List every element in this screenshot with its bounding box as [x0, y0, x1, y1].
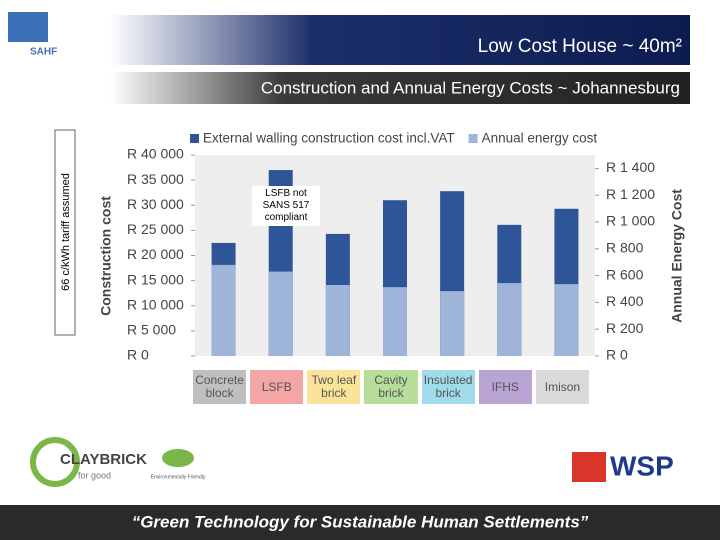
header-bar	[110, 15, 690, 65]
bar	[554, 284, 579, 356]
wsp-text: WSP	[610, 450, 674, 481]
y-tick-label: R 10 000	[127, 296, 184, 312]
claybrick-icon	[30, 437, 80, 487]
y2-tick-label: R 1 400	[606, 159, 655, 175]
legend-swatch	[190, 134, 199, 143]
legend-label: External walling construction cost incl.…	[203, 131, 455, 146]
category-label: IFHS	[478, 370, 532, 404]
footer-bar	[0, 505, 720, 540]
category-label: Insulated brick	[421, 370, 475, 404]
claybrick-tag: for good	[78, 470, 111, 480]
y-tick-label: R 0	[127, 347, 149, 363]
y2-tick-label: R 200	[606, 320, 644, 336]
eco-icon	[162, 449, 194, 467]
y-axis-label: Construction cost	[98, 196, 114, 316]
y-tick-label: R 15 000	[127, 271, 184, 287]
y-tick-label: R 30 000	[127, 196, 184, 212]
y2-tick-label: R 400	[606, 293, 644, 309]
subtitle: Construction and Annual Energy Costs ~ J…	[261, 78, 680, 97]
y2-tick-label: R 1 000	[606, 213, 655, 229]
bar	[211, 264, 236, 356]
category-label: LSFB	[250, 370, 304, 404]
eco-text: Environmentally Friendly	[151, 474, 206, 480]
legend-swatch	[468, 134, 478, 143]
side-note: 66 c/kWh tariff assumed	[60, 173, 72, 291]
y-tick-label: R 20 000	[127, 246, 184, 262]
bar	[325, 284, 350, 356]
y-tick-label: R 35 000	[127, 171, 184, 187]
y2-tick-label: R 0	[606, 347, 628, 363]
title: Low Cost House ~ 40m²	[478, 36, 682, 57]
category-label: Imison	[535, 370, 589, 404]
bar	[497, 283, 522, 356]
bar	[383, 287, 407, 356]
category-label: Concrete block	[193, 370, 247, 404]
subtitle-bar	[110, 72, 690, 104]
claybrick-text: CLAYBRICK	[60, 451, 147, 468]
category-label: Cavity brick	[364, 370, 418, 404]
y2-tick-label: R 600	[606, 266, 644, 282]
y-tick-label: R 40 000	[127, 146, 184, 162]
sahf-logo	[8, 12, 48, 42]
annotation: LSFB not SANS 517 compliant	[252, 186, 320, 226]
y2-tick-label: R 1 200	[606, 186, 655, 202]
bar	[440, 291, 465, 356]
footer: “Green Technology for Sustainable Human …	[132, 512, 589, 531]
wsp-icon	[572, 452, 606, 482]
legend-label: Annual energy cost	[482, 131, 598, 146]
side-box	[54, 129, 76, 336]
sahf-text: SAHF	[30, 47, 57, 58]
y-tick-label: R 25 000	[127, 221, 184, 237]
y2-axis-label: Annual Energy Cost	[669, 189, 685, 323]
category-label: Two leaf brick	[307, 370, 361, 404]
y2-tick-label: R 800	[606, 240, 644, 256]
bar	[268, 271, 293, 356]
y-tick-label: R 5 000	[127, 322, 176, 338]
